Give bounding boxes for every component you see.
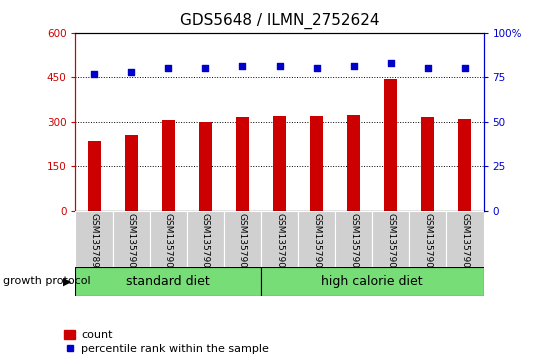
- Bar: [409, 211, 447, 267]
- Point: [461, 65, 470, 71]
- Bar: [162, 119, 175, 211]
- Legend: count, percentile rank within the sample: count, percentile rank within the sample: [64, 330, 269, 354]
- Bar: [88, 141, 101, 211]
- Point: [386, 60, 395, 66]
- Point: [238, 64, 247, 69]
- Text: GSM1357901: GSM1357901: [164, 213, 173, 274]
- Bar: [347, 115, 360, 211]
- Bar: [75, 267, 261, 296]
- Bar: [261, 211, 298, 267]
- Text: standard diet: standard diet: [126, 275, 210, 288]
- Text: GSM1357899: GSM1357899: [89, 213, 98, 274]
- Bar: [298, 211, 335, 267]
- Text: GSM1357900: GSM1357900: [126, 213, 136, 274]
- Point: [89, 71, 98, 77]
- Point: [423, 65, 432, 71]
- Text: high calorie diet: high calorie diet: [321, 275, 423, 288]
- Bar: [421, 117, 434, 211]
- Text: GSM1357905: GSM1357905: [312, 213, 321, 274]
- Text: GSM1357902: GSM1357902: [201, 213, 210, 274]
- Bar: [187, 211, 224, 267]
- Text: GDS5648 / ILMN_2752624: GDS5648 / ILMN_2752624: [180, 13, 379, 29]
- Bar: [224, 211, 261, 267]
- Point: [127, 69, 136, 75]
- Text: GSM1357907: GSM1357907: [386, 213, 395, 274]
- Bar: [261, 267, 484, 296]
- Point: [275, 64, 284, 69]
- Bar: [199, 122, 212, 211]
- Bar: [372, 211, 409, 267]
- Text: GSM1357906: GSM1357906: [349, 213, 358, 274]
- Bar: [125, 135, 138, 211]
- Bar: [75, 211, 112, 267]
- Bar: [112, 211, 150, 267]
- Text: GSM1357908: GSM1357908: [423, 213, 433, 274]
- Bar: [310, 116, 323, 211]
- Point: [164, 65, 173, 71]
- Bar: [458, 119, 471, 211]
- Text: GSM1357909: GSM1357909: [461, 213, 470, 274]
- Text: GSM1357904: GSM1357904: [275, 213, 284, 274]
- Bar: [236, 117, 249, 211]
- Text: GSM1357903: GSM1357903: [238, 213, 247, 274]
- Text: growth protocol: growth protocol: [3, 276, 91, 286]
- Point: [312, 65, 321, 71]
- Bar: [384, 79, 397, 211]
- Point: [349, 64, 358, 69]
- Point: [201, 65, 210, 71]
- Bar: [273, 116, 286, 211]
- Bar: [447, 211, 484, 267]
- Bar: [335, 211, 372, 267]
- Bar: [150, 211, 187, 267]
- Text: ▶: ▶: [63, 276, 71, 286]
